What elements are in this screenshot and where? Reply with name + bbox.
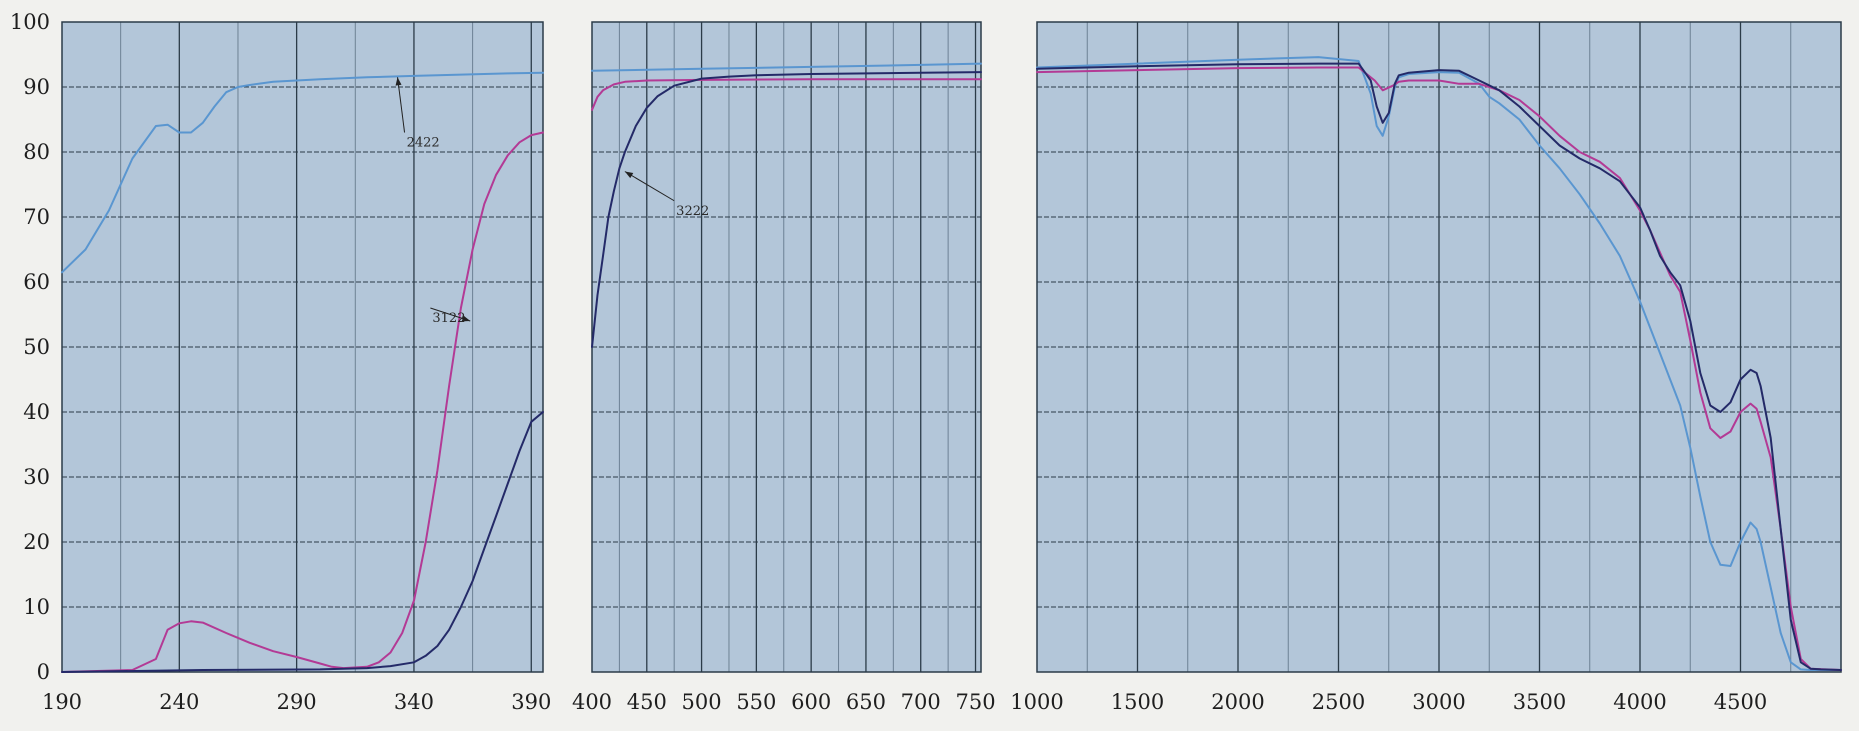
annotation-arrowhead — [395, 77, 402, 86]
panel-frame — [61, 21, 544, 673]
x-tick-label: 650 — [846, 690, 886, 714]
x-tick-label: 400 — [572, 690, 612, 714]
series-line-navy — [591, 71, 982, 348]
y-tick-label: 60 — [23, 270, 50, 294]
x-tick-label: 600 — [791, 690, 831, 714]
x-tick-label: 240 — [159, 690, 199, 714]
x-tick-label: 3000 — [1412, 690, 1465, 714]
panel-frame — [1036, 21, 1842, 673]
x-tick-label: 450 — [627, 690, 667, 714]
series-line-light_blue — [591, 62, 982, 72]
y-tick-label: 0 — [37, 660, 50, 684]
y-tick-label: 70 — [23, 205, 50, 229]
x-tick-label: 2500 — [1312, 690, 1365, 714]
x-tick-label: 500 — [682, 690, 722, 714]
x-tick-label: 700 — [901, 690, 941, 714]
y-tick-label: 90 — [23, 75, 50, 99]
annotation-label: 3222 — [676, 204, 709, 219]
annotation-label: 3122 — [432, 311, 465, 326]
y-tick-label: 50 — [23, 335, 50, 359]
x-tick-label: 290 — [277, 690, 317, 714]
panel-3: 1000 1500 2000 2500 3000 3500 4000 4500 — [1010, 21, 1842, 714]
x-tick-label: 550 — [736, 690, 776, 714]
series-line-magenta — [61, 131, 544, 673]
y-tick-label: 20 — [23, 530, 50, 554]
x-tick-label: 4000 — [1613, 690, 1666, 714]
x-tick-label: 3500 — [1513, 690, 1566, 714]
annotation-label: 2422 — [407, 136, 440, 151]
annotation-arrowhead — [624, 171, 634, 179]
x-tick-label: 1000 — [1010, 690, 1063, 714]
annotation-leader — [397, 77, 406, 133]
annotation-arrowhead — [461, 315, 471, 322]
series-line-light_blue — [1036, 56, 1842, 671]
x-tick-label: 4500 — [1714, 690, 1767, 714]
y-tick-label: 80 — [23, 140, 50, 164]
series-line-magenta — [591, 78, 982, 111]
x-tick-label: 190 — [42, 690, 82, 714]
series-line-light_blue — [61, 71, 544, 274]
x-tick-label: 1500 — [1111, 690, 1164, 714]
panel-1: 2422 3122 190 240 290 340 390 — [42, 21, 551, 714]
y-tick-label: 100 — [10, 10, 50, 34]
series-line-navy — [1036, 62, 1842, 671]
x-tick-label: 750 — [955, 690, 995, 714]
y-tick-label: 40 — [23, 400, 50, 424]
panel-2: 3222 400 450 500 550 600 650 700 750 — [572, 21, 996, 714]
x-tick-label: 340 — [394, 690, 434, 714]
y-tick-label: 30 — [23, 465, 50, 489]
y-tick-label: 10 — [23, 595, 50, 619]
annotation-leader — [624, 171, 675, 202]
series-line-navy — [61, 411, 544, 673]
x-tick-label: 390 — [511, 690, 551, 714]
x-tick-label: 2000 — [1211, 690, 1264, 714]
